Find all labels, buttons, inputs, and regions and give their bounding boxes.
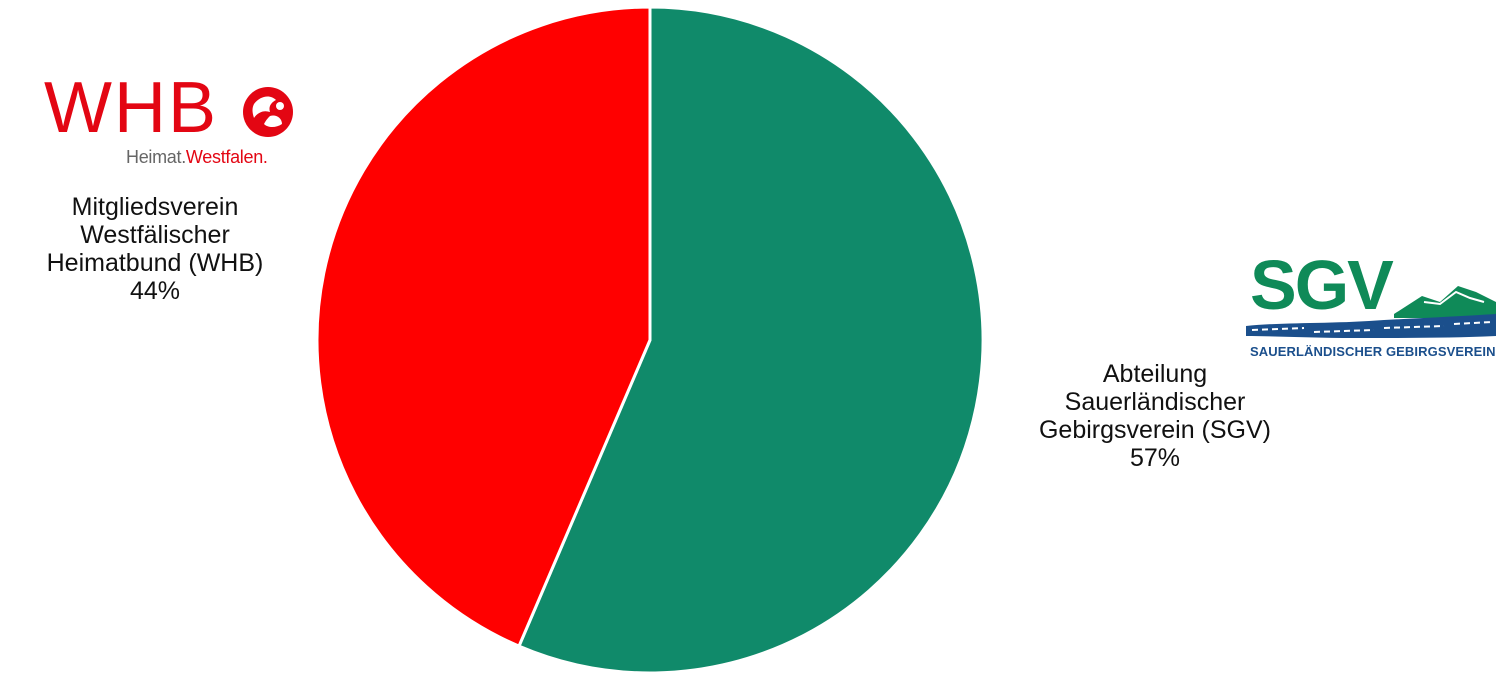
whb-tagline-heimat: Heimat. [126, 147, 186, 167]
slice-value-label: 57% [1129, 444, 1181, 472]
slice-label-sgv: Abteilung Sauerländischer Gebirgsverein … [985, 360, 1325, 472]
pie-slice-whb [315, 5, 652, 648]
sgv-logo: SGV SAUERLÄNDISCHER GEBIRGSVEREIN [1244, 248, 1496, 372]
whb-logo: WHB Heimat.Westfalen. [44, 68, 304, 182]
slice-label-line: Sauerländischer [1064, 388, 1246, 416]
slice-label-line: Gebirgsverein (SGV) [1038, 416, 1272, 444]
whb-emblem-icon [243, 87, 293, 137]
slice-label-line: Westfälischer [80, 221, 230, 249]
whb-tagline: Heimat.Westfalen. [126, 146, 268, 168]
slice-value-label: 44% [129, 277, 181, 305]
whb-tagline-westfalen: Westfalen. [185, 147, 268, 167]
slice-label-line: Mitgliedsverein [71, 193, 239, 221]
mountain-icon [1246, 286, 1496, 338]
slice-label-line: Heimatbund (WHB) [46, 249, 264, 277]
slice-label-line: Abteilung [1102, 360, 1208, 388]
sgv-tagline: SAUERLÄNDISCHER GEBIRGSVEREIN [1250, 344, 1496, 359]
whb-wordmark: WHB [44, 68, 218, 148]
slice-label-whb: Mitgliedsverein Westfälischer Heimatbund… [0, 193, 310, 305]
sgv-wordmark: SGV [1250, 246, 1394, 324]
pie-slice-sgv [517, 5, 985, 674]
